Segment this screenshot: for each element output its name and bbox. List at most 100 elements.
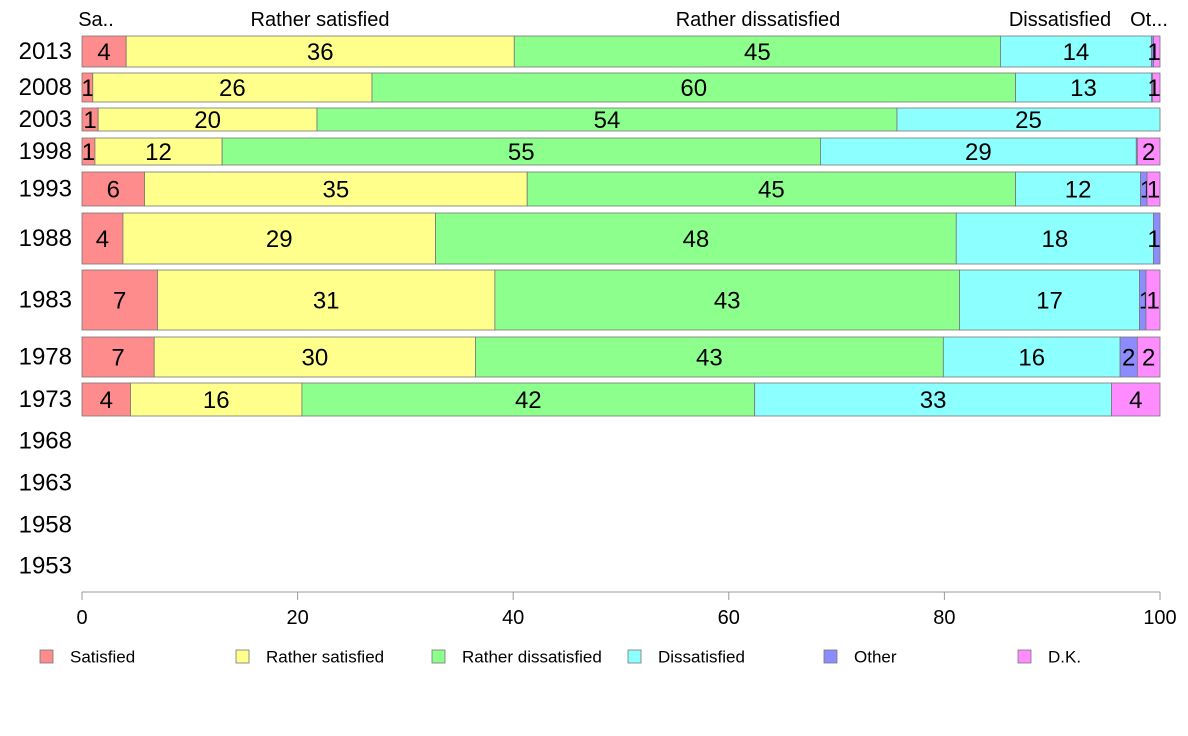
bar-segment [1153,212,1161,265]
bar-segment [122,212,436,265]
bar-segment [754,382,1112,417]
bar-segment [526,171,1016,207]
top-label: Rather dissatisfied [676,9,841,31]
data-label: 55 [508,139,535,166]
legend-swatch [235,649,250,664]
bar-segment [81,212,124,265]
bar-segment [221,137,821,166]
bar-segment [144,171,528,207]
data-label: 20 [194,107,221,134]
legend-label: Rather satisfied [266,648,384,667]
bar-segment [1015,171,1141,207]
data-label: 43 [696,345,723,372]
bar-segment [1145,269,1161,331]
bar-segment [1136,336,1161,378]
bar-segment [475,336,944,378]
data-label: 7 [113,288,126,315]
data-label: 29 [266,226,293,253]
data-label: 36 [307,39,334,66]
data-label: 14 [1063,39,1090,66]
x-tick-label: 0 [76,607,87,629]
data-label: 35 [323,177,350,204]
data-label: 45 [744,39,771,66]
legend-label: Dissatisfied [658,648,745,667]
data-label: 30 [301,345,328,372]
x-tick-label: 60 [718,607,740,629]
legend-label: Satisfied [70,648,135,667]
bar-segment [81,382,131,417]
bar-segment [81,35,127,68]
data-label: 2 [1122,345,1135,372]
y-tick-label: 1963 [19,470,72,497]
y-tick-label: 2008 [19,74,72,101]
bar-segment [435,212,957,265]
x-tick-label: 100 [1143,607,1176,629]
data-label: 1 [1147,177,1160,204]
data-label: 1 [83,107,96,134]
bar-segment [942,336,1121,378]
data-label: 60 [680,75,707,102]
data-label: 12 [1065,177,1092,204]
legend-swatch [431,649,446,664]
bar-segment [371,72,1016,103]
data-label: 16 [203,387,230,414]
bar-segment [1136,137,1161,166]
data-label: 29 [965,139,992,166]
y-tick-label: 1983 [19,287,72,314]
bar-segment [130,382,303,417]
data-label: 42 [515,387,542,414]
top-label: Rather satisfied [251,9,390,31]
bar-segment [513,35,1001,68]
data-label: 4 [100,387,113,414]
top-label: Dissatisfied [1009,9,1111,31]
legend-label: D.K. [1048,648,1081,667]
bar-segment [1111,382,1161,417]
data-label: 17 [1036,288,1063,315]
bar-segment [81,171,145,207]
data-label: 2 [1142,139,1155,166]
legend-swatch [1017,649,1032,664]
data-label: 1 [1147,226,1160,253]
data-label: 13 [1070,75,1097,102]
data-label: 4 [1129,387,1142,414]
data-label: 1 [82,139,95,166]
bar-segment [1015,72,1152,103]
bar-segment [125,35,515,68]
bar-segment [959,269,1140,331]
data-label: 16 [1018,345,1045,372]
bar-segment [81,336,155,378]
data-label: 54 [594,107,621,134]
legend-label: Rather dissatisfied [462,648,602,667]
data-label: 1 [1147,75,1160,102]
data-label: 43 [714,288,741,315]
data-label: 25 [1015,107,1042,134]
bar-segment [1153,35,1161,68]
y-tick-label: 2003 [19,106,72,133]
y-tick-label: 1993 [19,176,72,203]
x-tick-label: 40 [502,607,524,629]
data-label: 33 [920,387,947,414]
data-label: 31 [313,288,340,315]
y-tick-label: 1953 [19,553,72,580]
data-label: 1 [1146,288,1159,315]
bar-segment [896,107,1161,132]
bar-segment [301,382,756,417]
data-label: 12 [145,139,172,166]
bar-segment [1152,72,1161,103]
bar-segment [94,137,223,166]
legend-swatch [627,649,642,664]
data-label: 45 [758,177,785,204]
data-label: 1 [1147,39,1160,66]
y-tick-label: 1958 [19,512,72,539]
data-label: 4 [97,39,110,66]
x-tick-label: 80 [933,607,955,629]
y-tick-label: 1968 [19,428,72,455]
legend-swatch [823,649,838,664]
data-label: 26 [219,75,246,102]
data-label: 18 [1042,226,1069,253]
x-tick-label: 20 [286,607,308,629]
data-label: 48 [683,226,710,253]
y-tick-label: 2013 [19,38,72,65]
data-label: 7 [111,345,124,372]
